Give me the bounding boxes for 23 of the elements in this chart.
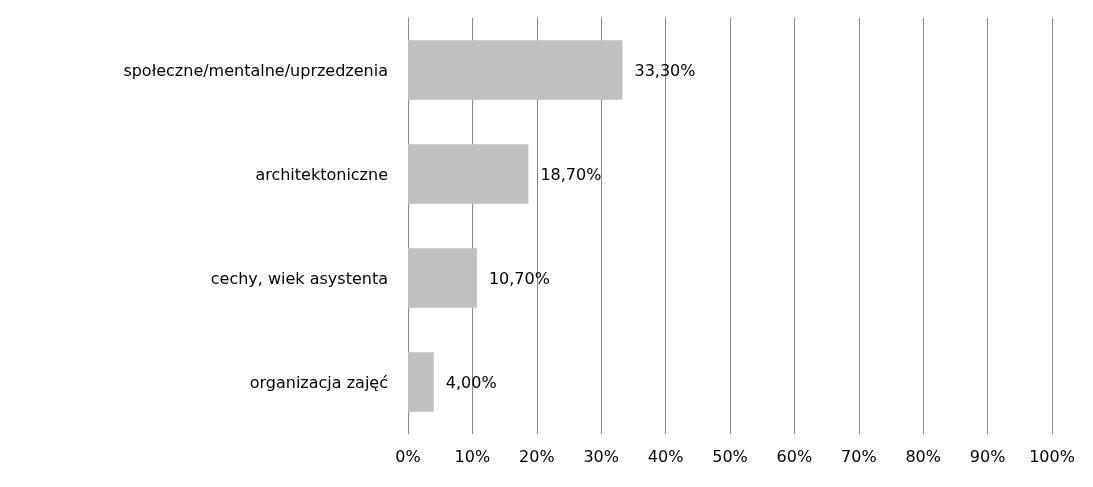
- x-tick-label: 70%: [841, 446, 877, 466]
- x-tick-label: 100%: [1029, 446, 1075, 466]
- y-tick-label: cechy, wiek asystenta: [210, 268, 388, 288]
- bar: [408, 40, 623, 100]
- x-tick-label: 0%: [395, 446, 421, 466]
- data-label: 33,30%: [634, 60, 696, 80]
- y-tick-label: architektoniczne: [255, 164, 388, 184]
- x-tick-label: 40%: [647, 446, 684, 466]
- bar: [408, 248, 477, 308]
- y-tick-label: organizacja zajęć: [249, 372, 388, 392]
- data-label: 18,70%: [540, 164, 602, 184]
- x-tick-label: 20%: [519, 446, 555, 466]
- x-tick-label: 60%: [776, 446, 813, 466]
- data-label: 4,00%: [445, 372, 497, 392]
- y-tick-label: społeczne/mentalne/uprzedzenia: [123, 60, 388, 80]
- bar: [408, 144, 529, 204]
- data-label: 10,70%: [488, 268, 550, 288]
- x-tick-label: 10%: [454, 446, 491, 466]
- x-tick-label: 80%: [905, 446, 941, 466]
- bar: [408, 352, 434, 412]
- x-tick-label: 90%: [969, 446, 1006, 466]
- x-tick-label: 50%: [712, 446, 748, 466]
- x-tick-label: 30%: [583, 446, 619, 466]
